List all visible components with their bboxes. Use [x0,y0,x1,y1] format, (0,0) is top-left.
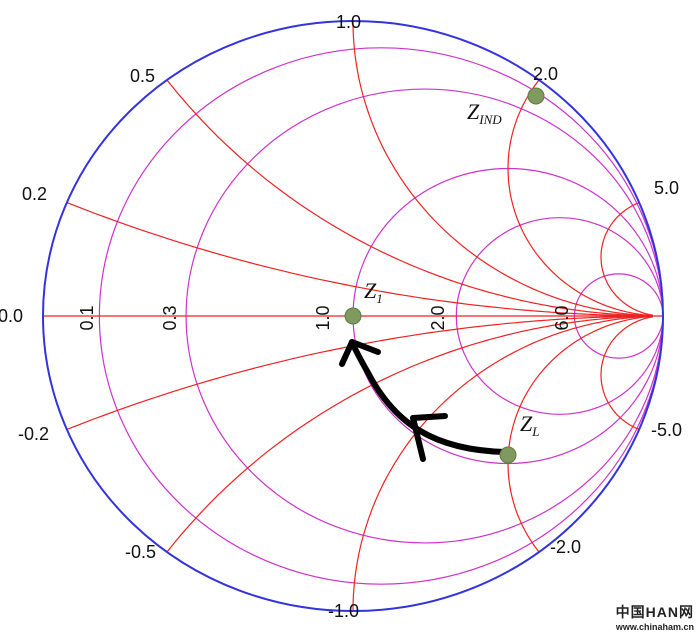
impedance-path-arrow [339,339,508,462]
reactance-label-n10: -1.0 [328,601,359,621]
outer-boundary-layer [42,20,664,612]
reactance-label-p10: 1.0 [336,12,361,32]
arrow-curve [349,339,508,455]
resistance-label-0: 0.0 [0,306,23,326]
reactance-label-n02: -0.2 [18,424,49,444]
point-z-1 [344,307,362,325]
arrow-head-top [339,339,381,367]
outer-boundary-circle [42,20,664,612]
reactance-label-n50: -5.0 [651,420,682,440]
reactance-arc-n02 [66,315,653,431]
label-z-ind: ZIND [467,99,502,127]
resistance-label-60: 6.0 [552,305,572,330]
point-z-l [499,446,517,464]
resistance-label-20: 2.0 [428,305,448,330]
watermark-url: www.chinaham.cn [615,622,694,632]
reactance-label-n20: -2.0 [550,537,581,557]
reactance-arc-n2 [507,315,653,553]
watermark: 中国HAN网 www.chinaham.cn [616,602,694,632]
resistance-label-03: 0.3 [160,305,180,330]
resistance-label-10: 1.0 [313,305,333,330]
reactance-arc-p5 [600,202,654,316]
arrow-head-mid [410,415,426,462]
point-z-ind [527,87,545,105]
reactance-label-n05: -0.5 [125,542,156,562]
reactance-label-p50: 5.0 [654,178,679,198]
reactance-arc-n5 [600,316,654,430]
reactance-arc-p02 [66,201,653,317]
reactance-label-p05: 0.5 [130,66,155,86]
watermark-title: 中国HAN网 [615,604,694,620]
arrow-head-mid-2 [410,413,448,421]
label-z-1: Z1 [364,278,383,306]
resistance-label-01: 0.1 [77,305,97,330]
label-z-l: ZL [520,411,539,439]
reactance-label-p02: 0.2 [22,184,47,204]
reactance-label-p20: 2.0 [533,64,558,84]
reactance-arc-p2 [507,79,653,317]
